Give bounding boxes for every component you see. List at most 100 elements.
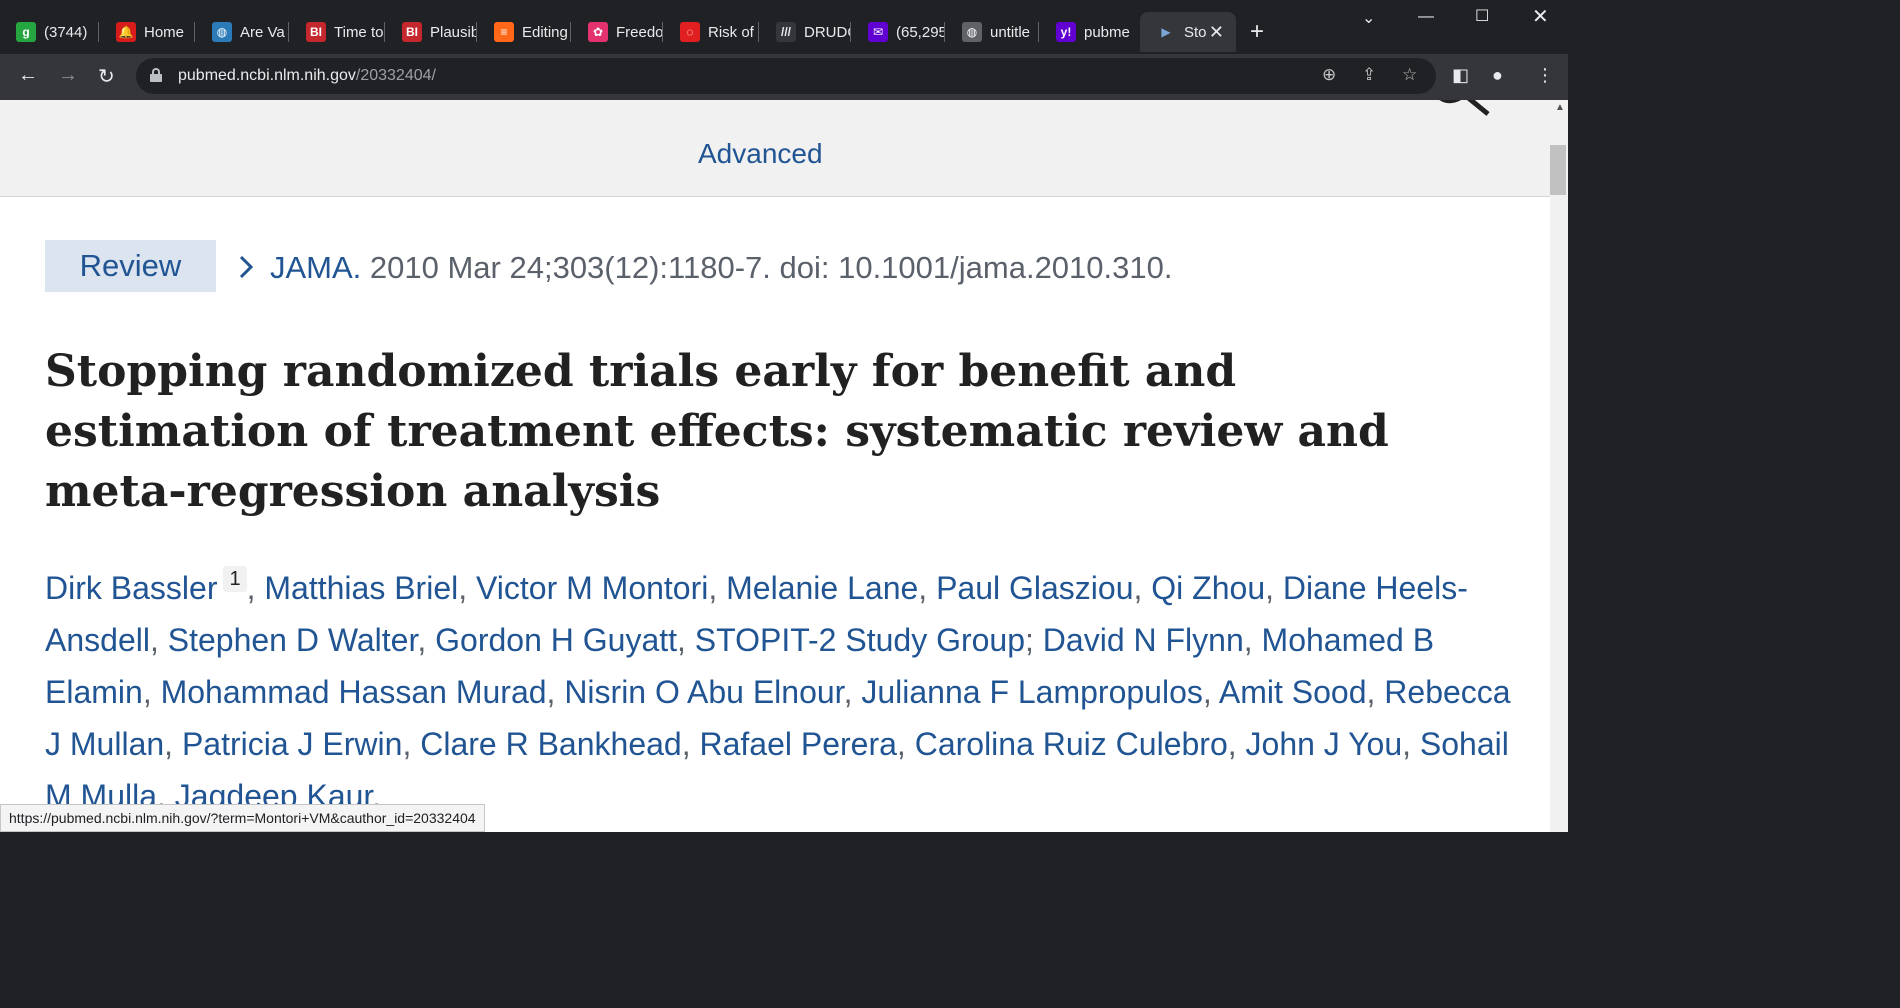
affiliation-marker[interactable]: 1 <box>223 566 247 592</box>
advanced-search-link[interactable]: Advanced <box>698 138 823 169</box>
address-bar[interactable]: pubmed.ncbi.nlm.nih.gov/20332404/ ⊕ ⇪ ☆ <box>136 58 1436 94</box>
maximize-button[interactable]: ☐ <box>1475 8 1490 25</box>
author-separator: , <box>142 674 161 710</box>
author-link[interactable]: Amit Sood <box>1218 674 1367 710</box>
scroll-thumb[interactable] <box>1550 145 1566 195</box>
author-link[interactable]: Carolina Ruiz Culebro <box>914 726 1228 762</box>
author-link[interactable]: John J You <box>1245 726 1403 762</box>
share-icon[interactable]: ⇪ <box>1362 65 1377 84</box>
new-tab-button[interactable]: + <box>1250 18 1265 45</box>
author-separator: , <box>372 778 382 814</box>
browser-tab[interactable]: ✿ Freedo <box>572 12 662 52</box>
article-title: Stopping randomized trials early for ben… <box>45 346 1389 517</box>
author-link[interactable]: David N Flynn <box>1042 622 1244 658</box>
g-icon: g <box>16 22 36 42</box>
profile-icon[interactable]: ● <box>1492 65 1503 85</box>
author-separator: , <box>918 570 937 606</box>
author-separator: , <box>157 778 175 814</box>
author-separator: ; <box>1025 622 1043 658</box>
tab-title: Freedo <box>616 23 662 41</box>
menu-icon[interactable]: ⋮ <box>1536 65 1554 85</box>
back-icon[interactable]: ← <box>18 64 38 86</box>
author-link[interactable]: Mohammad Hassan Murad <box>160 674 547 710</box>
author-link[interactable]: Matthias Briel <box>264 570 459 606</box>
browser-tab[interactable]: g (3744) <box>0 12 96 52</box>
reload-icon[interactable]: ↻ <box>98 66 115 88</box>
browser-tab[interactable]: ≡ Editing <box>478 12 570 52</box>
search-header: g Advanced <box>0 100 1550 197</box>
author-separator: , <box>1133 570 1152 606</box>
tab-strip: g (3744) 🔔 Home ◍ Are Va BI Time to BI Plausib ≡ Ed… <box>0 0 1568 54</box>
search-icon[interactable] <box>1432 100 1492 116</box>
author-link[interactable]: Paul Glasziou <box>936 570 1134 606</box>
browser-tab[interactable]: ◌ Risk of <box>664 12 758 52</box>
author-link[interactable]: Dirk Bassler <box>45 570 218 606</box>
author-link[interactable]: Nisrin O Abu Elnour <box>564 674 844 710</box>
tab-separator <box>476 22 477 42</box>
author-separator: , <box>1402 726 1420 762</box>
browser-tab[interactable]: y! pubme <box>1040 12 1138 52</box>
publication-type-badge: Review <box>45 240 216 292</box>
close-tab-icon[interactable]: ✕ <box>1208 22 1224 42</box>
author-separator: , <box>1227 726 1246 762</box>
author-separator: , <box>1265 570 1283 606</box>
author-link[interactable]: STOPIT-2 Study Group <box>694 622 1026 658</box>
zoom-icon[interactable]: ⊕ <box>1322 65 1337 84</box>
author-separator: , <box>458 570 476 606</box>
browser-tab[interactable]: ▶ Sto ✕ <box>1140 12 1236 52</box>
author-link[interactable]: Rafael Perera <box>699 726 897 762</box>
chevron-right-icon[interactable] <box>236 250 270 286</box>
browser-tab[interactable]: ✉ (65,295 <box>852 12 944 52</box>
author-separator: , <box>149 622 168 658</box>
author-link[interactable]: Melanie Lane <box>726 570 919 606</box>
author-list: Dirk Bassler 1, Matthias Briel, Victor M … <box>45 562 1515 822</box>
author-link[interactable]: Clare R Bankhead <box>420 726 682 762</box>
author-link[interactable]: Diane Heels-Ansdell <box>45 570 1468 658</box>
side-panel-icon[interactable]: ◧ <box>1452 65 1470 85</box>
author-link[interactable]: Stephen D Walter <box>167 622 418 658</box>
minimize-button[interactable]: — <box>1418 8 1434 25</box>
browser-tab[interactable]: 🔔 Home <box>100 12 194 52</box>
author-link[interactable]: Gordon H Guyatt <box>435 622 678 658</box>
author-separator: , <box>681 726 700 762</box>
tab-separator <box>944 22 945 42</box>
author-link[interactable]: Qi Zhou <box>1151 570 1266 606</box>
journal-link[interactable]: JAMA. <box>270 250 362 285</box>
globe-icon: ◍ <box>212 22 232 42</box>
browser-tab[interactable]: BI Plausib <box>386 12 476 52</box>
author-separator: , <box>677 622 695 658</box>
bi-icon: BI <box>402 22 422 42</box>
tab-title: (3744) <box>44 23 88 41</box>
browser-tab[interactable]: BI Time to <box>290 12 384 52</box>
bookmark-star-icon[interactable]: ☆ <box>1402 65 1418 84</box>
tab-separator <box>758 22 759 42</box>
close-window-button[interactable]: ✕ <box>1532 6 1549 28</box>
author-link[interactable]: Mohamed B Elamin <box>45 622 1435 710</box>
browser-tab[interactable]: ◍ untitle <box>946 12 1038 52</box>
tab-title: Editing <box>522 23 568 41</box>
scroll-up-arrow-icon[interactable]: ▲ <box>1555 102 1565 113</box>
browser-tab[interactable]: ◍ Are Va <box>196 12 288 52</box>
bi-icon: BI <box>306 22 326 42</box>
author-link[interactable]: Rebecca J Mullan <box>45 674 1511 762</box>
pubmed-logo-fragment[interactable]: g <box>720 100 790 114</box>
author-link[interactable]: Victor M Montori <box>476 570 709 606</box>
tab-title: (65,295 <box>896 23 944 41</box>
tab-title: Are Va <box>240 23 285 41</box>
lock-icon[interactable] <box>150 68 162 82</box>
tab-separator <box>662 22 663 42</box>
tab-separator <box>98 22 99 42</box>
tab-separator <box>850 22 851 42</box>
url-text[interactable]: pubmed.ncbi.nlm.nih.gov/20332404/ <box>178 67 436 84</box>
world-icon: ◍ <box>962 22 982 42</box>
author-separator: , <box>417 622 436 658</box>
scrollbar[interactable]: ▲ <box>1550 100 1568 832</box>
tab-title: Plausib <box>430 23 476 41</box>
browser-tab[interactable]: /// DRUDG <box>760 12 850 52</box>
author-separator: , <box>246 570 265 606</box>
tab-search-icon[interactable]: ⌄ <box>1362 10 1376 27</box>
tab-title: Home <box>144 23 185 41</box>
author-link[interactable]: Julianna F Lampropulos <box>861 674 1203 710</box>
author-link[interactable]: Patricia J Erwin <box>181 726 403 762</box>
forward-icon[interactable]: → <box>58 64 78 86</box>
